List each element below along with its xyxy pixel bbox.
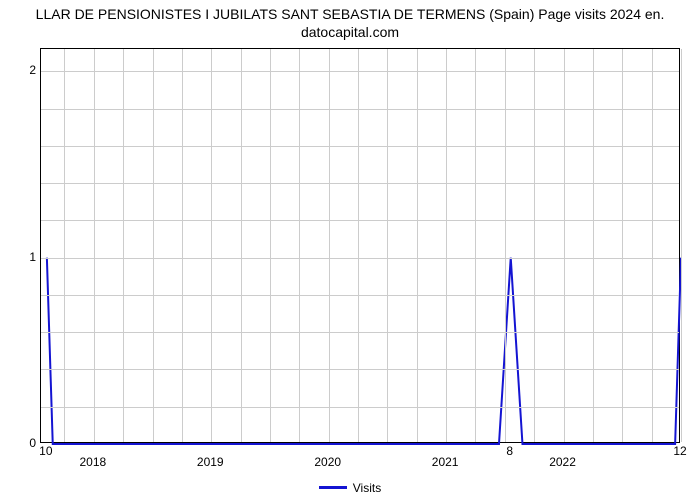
gridline-vertical — [593, 49, 594, 442]
chart-container: LLAR DE PENSIONISTES I JUBILATS SANT SEB… — [0, 0, 700, 500]
gridline-vertical — [564, 49, 565, 442]
legend-swatch — [319, 486, 347, 489]
gridline-horizontal — [41, 332, 679, 333]
gridline-vertical — [622, 49, 623, 442]
gridline-horizontal — [41, 109, 679, 110]
gridline-vertical — [681, 49, 682, 442]
gridline-vertical — [387, 49, 388, 442]
gridline-vertical — [446, 49, 447, 442]
gridline-vertical — [94, 49, 95, 442]
gridline-vertical — [153, 49, 154, 442]
gridline-horizontal — [41, 295, 679, 296]
gridline-horizontal — [41, 183, 679, 184]
legend: Visits — [0, 480, 700, 495]
gridline-vertical — [64, 49, 65, 442]
x-tick-label: 2021 — [432, 455, 459, 469]
gridline-vertical — [329, 49, 330, 442]
chart-title-line2: datocapital.com — [301, 24, 399, 40]
chart-title: LLAR DE PENSIONISTES I JUBILATS SANT SEB… — [0, 6, 700, 41]
x-tick-label: 2022 — [549, 455, 576, 469]
gridline-horizontal — [41, 71, 679, 72]
point-label: 12 — [673, 444, 686, 458]
y-tick-label: 0 — [16, 436, 36, 450]
gridline-horizontal — [41, 146, 679, 147]
gridline-vertical — [358, 49, 359, 442]
point-label: 8 — [506, 444, 513, 458]
visits-line — [47, 258, 681, 444]
gridline-vertical — [417, 49, 418, 442]
gridline-vertical — [299, 49, 300, 442]
gridline-vertical — [534, 49, 535, 442]
gridline-horizontal — [41, 407, 679, 408]
y-tick-label: 2 — [16, 63, 36, 77]
gridline-horizontal — [41, 258, 679, 259]
x-tick-label: 2018 — [79, 455, 106, 469]
x-tick-label: 2020 — [314, 455, 341, 469]
gridline-vertical — [241, 49, 242, 442]
gridline-vertical — [475, 49, 476, 442]
legend-label: Visits — [353, 481, 381, 495]
x-tick-label: 2019 — [197, 455, 224, 469]
gridline-horizontal — [41, 369, 679, 370]
y-tick-label: 1 — [16, 250, 36, 264]
gridline-vertical — [505, 49, 506, 442]
gridline-vertical — [270, 49, 271, 442]
gridline-vertical — [182, 49, 183, 442]
gridline-vertical — [652, 49, 653, 442]
gridline-vertical — [123, 49, 124, 442]
chart-title-line1: LLAR DE PENSIONISTES I JUBILATS SANT SEB… — [36, 6, 665, 22]
point-label: 10 — [39, 444, 52, 458]
gridline-horizontal — [41, 220, 679, 221]
plot-area — [40, 48, 680, 443]
gridline-vertical — [211, 49, 212, 442]
